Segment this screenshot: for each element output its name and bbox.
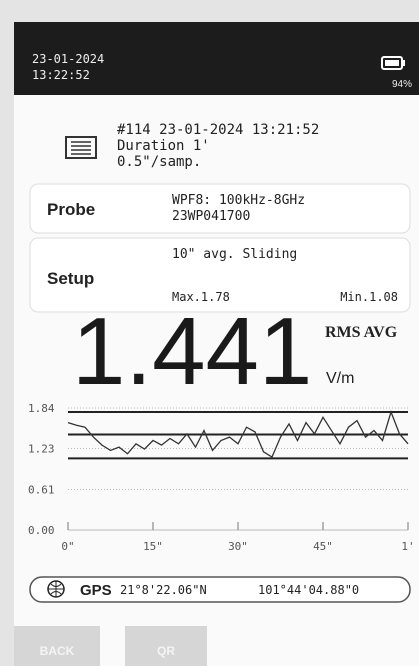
- record-duration: Duration 1': [117, 138, 210, 154]
- x-tick-label: 0": [61, 540, 74, 553]
- record-icon: [65, 136, 97, 159]
- y-tick-label: 0.00: [28, 524, 55, 537]
- setup-max: Max.1.78: [172, 290, 230, 304]
- record-title: #114 23-01-2024 13:21:52: [117, 122, 319, 138]
- data-line: [67, 409, 409, 459]
- min-label: Min.: [340, 290, 369, 304]
- gps-label: GPS: [80, 582, 112, 599]
- gps-icon-lines: [48, 581, 64, 597]
- chart: 0.00 0.61 1.23 1.84 0" 15" 30" 45" 1': [28, 402, 415, 553]
- battery-tip: [402, 60, 405, 66]
- probe-box: [29, 183, 411, 234]
- date: 23-01-2024: [32, 52, 104, 66]
- gps-lat: 21°8'22.06"N: [120, 583, 207, 597]
- setup-box: [29, 237, 411, 313]
- record-icon-lines: [71, 141, 91, 155]
- x-tick-label: 15": [143, 540, 163, 553]
- setup-mode: 10" avg. Sliding: [172, 247, 297, 262]
- gps-pill: [29, 576, 411, 603]
- probe-serial: 23WP041700: [172, 209, 250, 224]
- max-label: Max.: [172, 290, 201, 304]
- record-sampling: 0.5"/samp.: [117, 154, 201, 170]
- time: 13:22:52: [32, 68, 90, 82]
- reading-mode: RMS AVG: [325, 324, 398, 341]
- status-bar: [14, 22, 419, 95]
- reading-value: 1.441: [72, 298, 312, 405]
- min-value: 1.08: [369, 290, 398, 304]
- qr-button[interactable]: [125, 626, 207, 666]
- y-tick-label: 1.23: [28, 442, 55, 455]
- back-button-label[interactable]: BACK: [40, 644, 75, 658]
- x-tick-label: 45": [313, 540, 333, 553]
- reading-unit: V/m: [326, 370, 354, 387]
- qr-button-label[interactable]: QR: [157, 644, 175, 658]
- back-button[interactable]: [14, 626, 100, 666]
- probe-label: Probe: [47, 200, 95, 219]
- x-tick-label: 1': [401, 540, 414, 553]
- x-tick-label: 30": [228, 540, 248, 553]
- battery-percent: 94%: [392, 79, 412, 90]
- setup-min: Min.1.08: [340, 290, 398, 304]
- probe-model: WPF8: 100kHz-8GHz: [172, 193, 305, 208]
- gps-lon: 101°44'04.88"0: [258, 583, 359, 597]
- y-tick-label: 1.84: [28, 402, 55, 415]
- panel: [14, 22, 419, 666]
- battery-level: [385, 60, 399, 66]
- max-value: 1.78: [201, 290, 230, 304]
- setup-label: Setup: [47, 269, 94, 288]
- y-tick-label: 0.61: [28, 484, 55, 497]
